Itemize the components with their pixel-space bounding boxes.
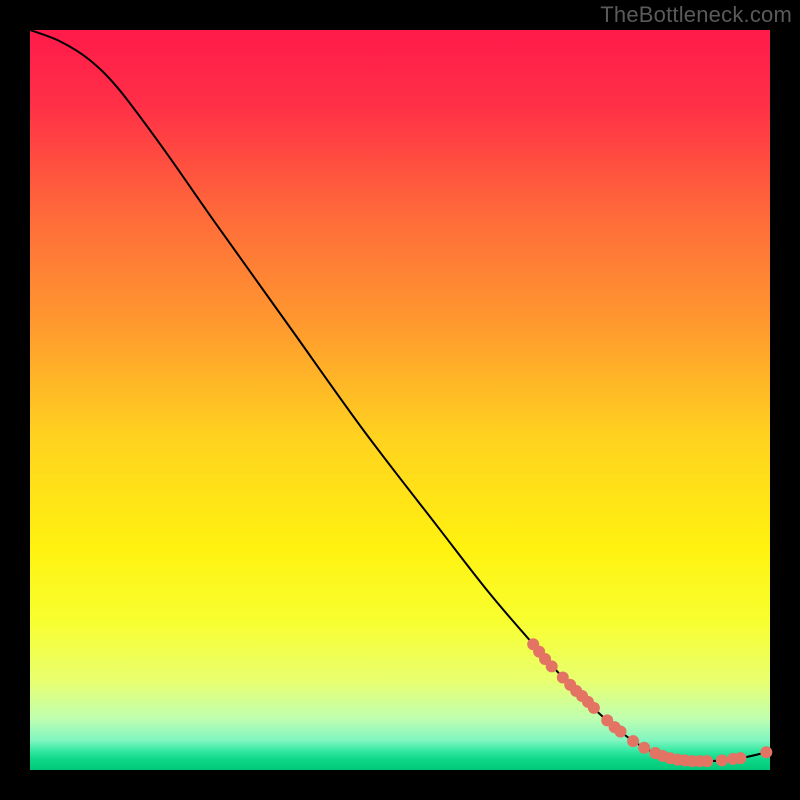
data-marker [627,735,639,747]
data-marker [615,726,627,738]
chart-plot-area [30,30,770,770]
data-marker [701,755,713,767]
watermark-text: TheBottleneck.com [600,2,792,28]
chart-svg [30,30,770,770]
data-marker [734,752,746,764]
data-markers-group [527,638,772,767]
bottleneck-curve [30,30,770,761]
data-marker [760,746,772,758]
data-marker [716,754,728,766]
data-marker [546,660,558,672]
data-marker [588,702,600,714]
data-marker [638,742,650,754]
